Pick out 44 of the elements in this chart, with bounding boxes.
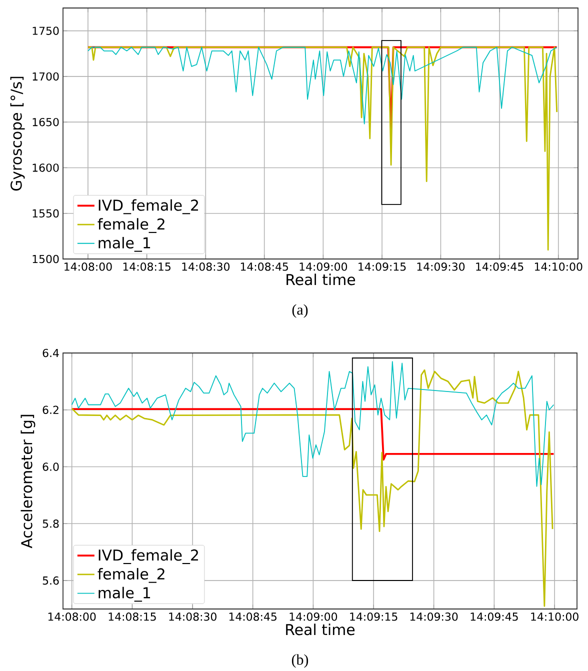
x-tick-label: 14:09:30	[410, 612, 458, 621]
x-tick-label: 14:08:30	[169, 612, 216, 621]
x-tick-label: 14:09:30	[417, 262, 465, 271]
y-tick-label: 1700	[32, 72, 59, 81]
x-tick-label: 14:10:00	[534, 262, 582, 271]
x-tick-label: 14:09:00	[300, 262, 348, 271]
y-tick-label: 6.4	[42, 348, 59, 358]
y-tick-label: 6.0	[42, 462, 59, 471]
x-tick-label: 14:09:00	[290, 612, 338, 621]
legend-label: IVD_female_2	[98, 199, 198, 214]
legend-label: male_1	[98, 236, 150, 252]
x-tick-label: 14:09:45	[476, 262, 524, 271]
y-axis-title: Gyroscope [°/s]	[10, 76, 25, 191]
y-tick-label: 5.6	[42, 576, 59, 585]
x-tick-label: 14:08:00	[48, 612, 96, 621]
x-tick-label: 14:09:45	[470, 612, 518, 621]
y-tick-label: 1550	[32, 209, 59, 218]
legend-label: female_2	[98, 568, 164, 583]
x-tick-label: 14:10:00	[531, 612, 578, 621]
x-tick-label: 14:08:30	[182, 262, 230, 271]
y-tick-label: 1650	[32, 118, 59, 126]
x-tick-label: 14:08:00	[64, 262, 112, 271]
x-tick-label: 14:09:15	[358, 262, 406, 271]
y-tick-label: 5.8	[42, 520, 59, 528]
line-series	[71, 361, 554, 487]
y-tick-label: 1500	[32, 254, 59, 264]
text: (b)	[292, 654, 308, 668]
x-tick-label: 14:08:15	[108, 612, 156, 621]
legend-label: male_1	[98, 586, 150, 602]
y-axis-title: Accelerometer [g]	[20, 414, 36, 548]
y-tick-label: 1750	[32, 26, 59, 35]
legend-label: female_2	[98, 218, 164, 233]
y-tick-label: 6.2	[42, 406, 58, 414]
x-tick-label: 14:09:15	[350, 612, 398, 621]
x-tick-label: 14:08:45	[229, 612, 276, 621]
x-tick-label: 14:08:15	[123, 262, 170, 271]
text: (a)	[292, 304, 308, 318]
legend-label: IVD_female_2	[98, 549, 198, 564]
x-axis-title: Real time	[286, 274, 356, 286]
y-tick-label: 1600	[32, 164, 59, 172]
x-axis-title: Real time	[286, 624, 355, 636]
x-tick-label: 14:08:45	[240, 262, 288, 271]
line-series	[71, 369, 554, 607]
line-series	[87, 46, 558, 251]
